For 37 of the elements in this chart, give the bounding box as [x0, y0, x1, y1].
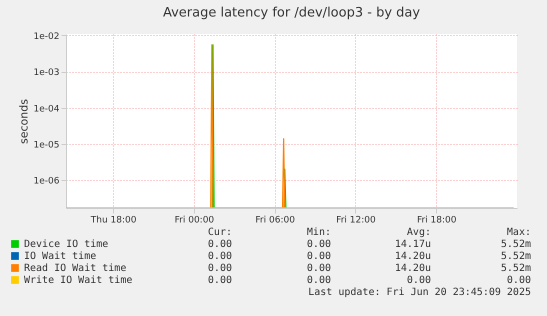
chart-title: Average latency for /dev/loop3 - by day — [162, 5, 420, 20]
y-tick-label: 1e-04 — [34, 104, 60, 114]
text: 0.00 — [306, 239, 331, 251]
legend-label: Read IO Wait time — [24, 263, 126, 274]
legend-label: Write IO Wait time — [24, 275, 132, 286]
text: 0.00 — [306, 275, 331, 287]
y-tick-label: 1e-06 — [34, 176, 60, 187]
text: 0.00 — [506, 275, 531, 287]
text: 5.52m — [500, 251, 531, 263]
text: 0.00 — [306, 251, 331, 263]
x-tick-label: Fri 12:00 — [336, 216, 376, 226]
text: 0.00 — [208, 263, 232, 275]
text: Min: — [306, 227, 331, 239]
y-tick-label: 1e-03 — [34, 68, 60, 78]
text: Avg: — [406, 227, 431, 239]
text: 0.00 — [406, 275, 431, 287]
legend-label: Device IO time — [24, 239, 108, 250]
text: Cur: — [208, 227, 232, 239]
x-tick-label: Fri 18:00 — [416, 216, 457, 226]
text: Last update: Fri Jun 20 23:45:09 2025 — [308, 287, 531, 299]
text: 0.00 — [208, 239, 232, 251]
x-tick-label: Thu 18:00 — [90, 216, 137, 226]
text: 14.17u — [394, 239, 431, 251]
text: Max: — [506, 227, 531, 239]
text: 5.52m — [500, 239, 531, 251]
text: 5.52m — [500, 263, 531, 275]
text: 0.00 — [208, 275, 232, 287]
x-tick-label: Fri 00:00 — [174, 216, 214, 226]
text: 14.20u — [394, 251, 431, 263]
y-tick-label: 1e-05 — [34, 140, 60, 150]
legend-label: IO Wait time — [24, 251, 96, 262]
x-tick-label: Fri 06:00 — [255, 216, 296, 226]
text: 14.20u — [394, 263, 431, 275]
y-axis-title: seconds — [18, 98, 31, 144]
text: 0.00 — [306, 263, 331, 275]
text: 0.00 — [208, 251, 232, 263]
y-tick-label: 1e-02 — [34, 32, 60, 42]
